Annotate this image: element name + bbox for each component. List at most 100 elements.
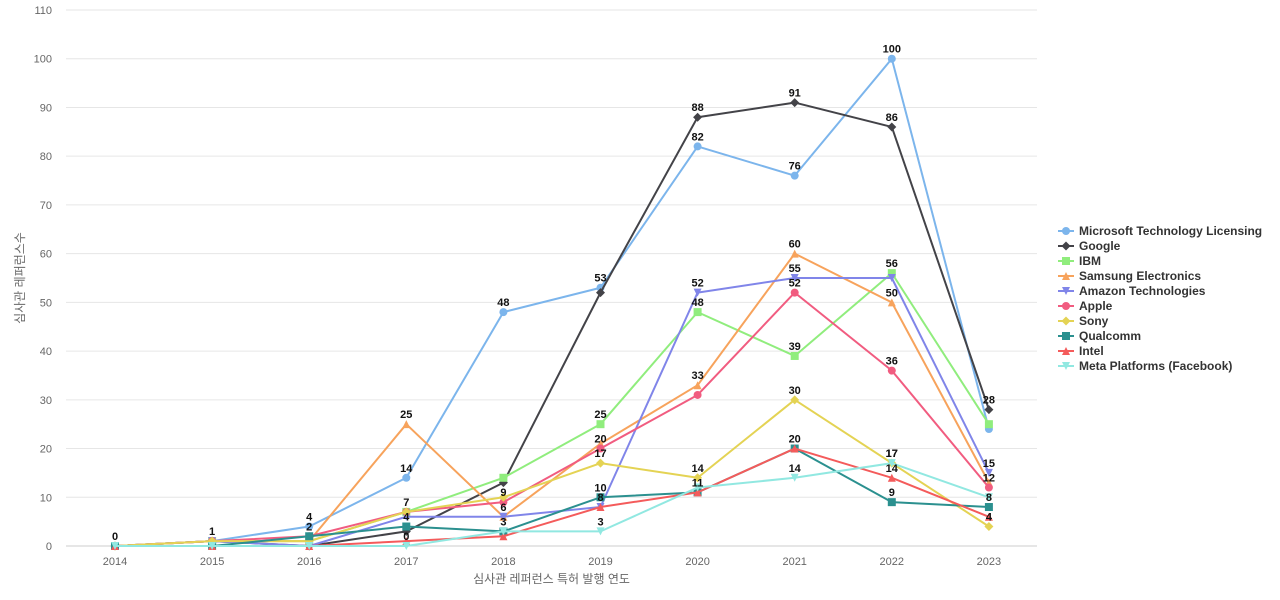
data-label: 7	[403, 497, 409, 509]
legend-label: Samsung Electronics	[1079, 269, 1201, 283]
data-label: 86	[886, 112, 898, 124]
data-point	[790, 171, 799, 180]
data-point	[887, 274, 896, 282]
data-label: 8	[597, 492, 603, 504]
legend-marker-icon	[1061, 241, 1071, 251]
data-point	[596, 503, 605, 512]
data-label: 20	[789, 434, 801, 446]
data-point	[111, 542, 119, 550]
series-lines	[110, 54, 994, 551]
data-point	[305, 542, 314, 550]
data-point	[693, 308, 702, 317]
x-tick-label: 2020	[685, 556, 709, 568]
series-line	[114, 57, 990, 547]
x-tick-label: 2023	[977, 556, 1001, 568]
data-point	[790, 444, 799, 453]
data-point	[499, 527, 508, 536]
data-label: 39	[789, 341, 801, 353]
x-tick-label: 2014	[103, 556, 127, 568]
series	[110, 98, 994, 551]
data-label: 17	[886, 448, 898, 460]
data-label: 56	[886, 258, 898, 270]
data-point	[790, 98, 800, 108]
data-label: 25	[400, 409, 412, 421]
legend-label: IBM	[1079, 254, 1101, 268]
data-label: 9	[500, 487, 506, 499]
data-point	[887, 459, 896, 468]
data-label: 12	[983, 473, 995, 485]
y-axis-ticks: 0 10 20 30 40 50 60 70 80 90 100 110	[34, 5, 52, 553]
x-tick-label: 2018	[491, 556, 515, 568]
data-label: 14	[789, 463, 802, 475]
series-line	[114, 277, 990, 547]
data-point	[984, 493, 993, 502]
data-point	[790, 351, 799, 360]
data-label: 2	[306, 521, 312, 533]
data-label: 3	[500, 516, 506, 528]
data-label: 4	[403, 512, 410, 524]
legend-item[interactable]: Meta Platforms (Facebook)	[1058, 359, 1232, 373]
data-point	[402, 420, 411, 429]
data-point	[402, 473, 411, 482]
data-label: 100	[883, 44, 901, 56]
data-point	[499, 473, 508, 482]
data-point	[984, 468, 993, 477]
series	[111, 459, 993, 550]
grid-lines	[66, 9, 1037, 547]
legend-item[interactable]: Apple	[1058, 299, 1113, 313]
y-tick-label: 90	[40, 102, 52, 114]
data-point	[498, 492, 508, 502]
data-point	[305, 532, 314, 541]
y-tick-label: 0	[46, 541, 52, 553]
data-label: 91	[789, 88, 801, 100]
data-label: 17	[594, 448, 606, 460]
legend-marker-icon	[1062, 332, 1070, 340]
data-label: 48	[497, 297, 509, 309]
data-point	[790, 249, 799, 258]
legend-item[interactable]: Microsoft Technology Licensing	[1058, 224, 1262, 238]
data-point	[596, 288, 605, 298]
data-point	[596, 493, 605, 502]
data-point	[499, 512, 508, 521]
data-point	[693, 390, 702, 399]
data-label: 82	[691, 131, 703, 143]
x-tick-label: 2016	[297, 556, 321, 568]
legend-label: Sony	[1079, 314, 1109, 328]
legend[interactable]: Microsoft Technology LicensingGoogleIBMS…	[1058, 224, 1262, 373]
x-tick-label: 2015	[200, 556, 224, 568]
data-point	[402, 522, 411, 531]
data-point	[596, 420, 605, 429]
legend-item[interactable]: Qualcomm	[1058, 329, 1141, 343]
y-tick-label: 100	[34, 54, 52, 66]
legend-marker-icon	[1062, 347, 1070, 355]
legend-item[interactable]: IBM	[1058, 254, 1101, 268]
data-point	[984, 512, 993, 521]
legend-item[interactable]: Samsung Electronics	[1058, 269, 1201, 283]
data-point	[693, 381, 702, 390]
data-label: 0	[112, 531, 118, 543]
data-point	[790, 288, 799, 297]
legend-item[interactable]: Sony	[1058, 314, 1109, 328]
data-label: 53	[594, 273, 606, 285]
data-label: 50	[886, 287, 898, 299]
data-point	[984, 522, 994, 532]
legend-label: Meta Platforms (Facebook)	[1079, 359, 1232, 373]
data-point	[596, 444, 605, 453]
data-label: 15	[983, 458, 995, 470]
legend-label: Intel	[1079, 344, 1104, 358]
legend-label: Microsoft Technology Licensing	[1079, 224, 1262, 238]
data-label: 88	[691, 102, 703, 114]
data-label: 52	[691, 278, 703, 290]
data-label: 9	[889, 487, 895, 499]
legend-item[interactable]: Intel	[1058, 344, 1104, 358]
series	[111, 288, 993, 550]
legend-marker-icon	[1062, 362, 1070, 370]
data-point	[208, 542, 217, 550]
y-tick-label: 50	[40, 297, 52, 309]
legend-item[interactable]: Amazon Technologies	[1058, 284, 1206, 298]
legend-item[interactable]: Google	[1058, 239, 1121, 253]
data-label: 4	[306, 512, 313, 524]
data-label: 36	[886, 356, 898, 368]
data-label: 30	[789, 385, 801, 397]
